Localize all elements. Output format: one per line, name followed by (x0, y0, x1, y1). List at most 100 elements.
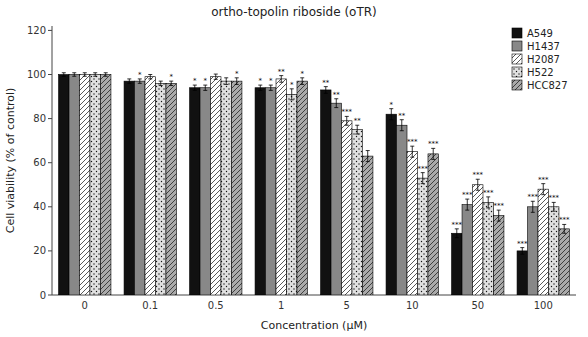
bar (211, 77, 221, 295)
error-bar (334, 99, 338, 108)
error-bar (410, 146, 414, 157)
error-bar (400, 120, 404, 131)
significance-label: * (259, 77, 263, 85)
bar (266, 88, 276, 295)
bar (231, 81, 241, 295)
bar (200, 88, 210, 295)
bar (473, 185, 483, 295)
error-bar (562, 224, 566, 233)
error-bar (93, 73, 97, 77)
y-tick-label: 60 (33, 157, 46, 168)
title: ortho-topolin riboside (oTR) (211, 5, 377, 19)
bar (155, 83, 165, 295)
significance-label: * (138, 71, 142, 79)
bar (124, 81, 134, 295)
error-bar (62, 73, 66, 77)
error-bar (431, 148, 435, 159)
legend-label: H522 (527, 67, 554, 78)
significance-label: * (300, 70, 304, 78)
y-tick (48, 295, 52, 296)
bar (166, 83, 176, 295)
chart: ortho-topolin riboside (oTR)020406080100… (0, 0, 588, 337)
x-tick-label: 0 (82, 300, 88, 311)
bar (397, 125, 407, 295)
error-bar (345, 116, 349, 125)
legend-label: H1437 (527, 41, 560, 52)
x-axis-label: Concentration (μM) (261, 319, 367, 332)
significance-label: * (290, 81, 294, 89)
bar (407, 152, 417, 295)
significance-label: ** (322, 79, 330, 87)
bar (559, 229, 569, 295)
bar (276, 79, 286, 295)
y-tick-label: 20 (33, 245, 46, 256)
bar (135, 81, 145, 295)
error-bar (138, 79, 142, 83)
significance-label: *** (528, 193, 539, 201)
y-axis-label: Cell viability (% of control) (4, 88, 17, 234)
significance-label: ** (354, 117, 362, 125)
error-bar (258, 85, 262, 90)
error-bar (531, 201, 535, 212)
legend-label: HCC827 (527, 80, 568, 91)
y-tick (48, 162, 52, 163)
bar (286, 94, 296, 295)
significance-label: * (169, 73, 173, 81)
significance-label: *** (548, 194, 559, 202)
significance-label: * (269, 77, 273, 85)
y-tick (48, 118, 52, 119)
x-tick-label: 5 (344, 300, 350, 311)
error-bar (465, 199, 469, 210)
error-bar (476, 179, 480, 190)
bar (342, 121, 352, 295)
significance-label: *** (428, 140, 439, 148)
error-bar (72, 73, 76, 77)
legend-label: A549 (527, 28, 553, 39)
y-tick (48, 74, 52, 75)
legend-swatch (512, 67, 522, 77)
y-tick-label: 0 (40, 290, 46, 301)
error-bar (169, 81, 173, 85)
bar (428, 154, 438, 295)
error-bar (324, 87, 328, 94)
error-bar (421, 173, 425, 184)
error-bar (269, 85, 273, 90)
legend-swatch (512, 41, 522, 51)
error-bar (159, 81, 163, 85)
significance-label: *** (483, 189, 494, 197)
y-tick-label: 80 (33, 113, 46, 124)
x-tick-label: 10 (406, 300, 419, 311)
y-axis-line (52, 26, 53, 295)
bar (386, 114, 396, 295)
error-bar (520, 248, 524, 255)
significance-label: * (193, 77, 197, 85)
significance-label: *** (462, 191, 473, 199)
error-bar (193, 85, 197, 90)
bar (548, 207, 558, 295)
error-bar (366, 151, 370, 162)
bar (59, 75, 69, 295)
bar (321, 90, 331, 295)
bar (69, 75, 79, 295)
error-bar (497, 210, 501, 221)
significance-label: * (390, 101, 394, 109)
bar (493, 216, 503, 295)
error-bar (83, 73, 87, 77)
x-tick-label: 0.5 (208, 300, 224, 311)
bar (190, 88, 200, 295)
significance-label: *** (517, 240, 528, 248)
legend-swatch (512, 54, 522, 64)
error-bar (552, 202, 556, 211)
y-tick (48, 30, 52, 31)
error-bar (389, 109, 393, 120)
significance-label: *** (342, 108, 353, 116)
significance-label: * (235, 70, 239, 78)
bar (255, 88, 265, 295)
error-bar (235, 78, 239, 85)
bar (352, 130, 362, 295)
significance-label: *** (452, 221, 463, 229)
significance-label: ** (333, 91, 341, 99)
error-bar (224, 78, 228, 85)
significance-label: *** (417, 165, 428, 173)
significance-label: *** (473, 171, 484, 179)
